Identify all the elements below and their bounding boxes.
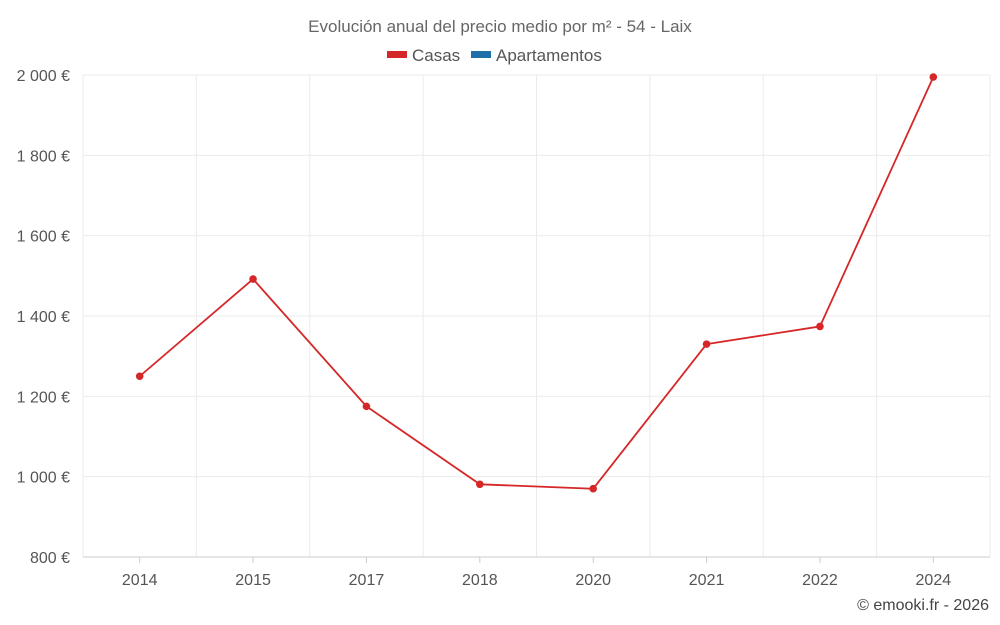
x-axis: 2014 2015 2017 2018 2020 2021 2022 2024 (83, 556, 990, 589)
data-point-2018[interactable] (476, 480, 484, 489)
y-tick-label: 1 800 € (17, 148, 70, 165)
x-tick-label: 2024 (916, 572, 952, 589)
legend-item-casas[interactable]: Casas (387, 46, 460, 65)
credit-text: © emooki.fr - 2026 (857, 597, 989, 614)
x-tick-label: 2018 (462, 572, 498, 589)
data-point-2022[interactable] (816, 322, 824, 331)
legend-label-apartamentos: Apartamentos (496, 46, 602, 65)
legend-item-apartamentos[interactable]: Apartamentos (471, 46, 602, 65)
y-tick-label: 2 000 € (17, 68, 70, 85)
data-point-2024[interactable] (929, 73, 938, 81)
chart-title: Evolución anual del precio medio por m² … (308, 17, 692, 36)
legend-label-casas: Casas (412, 46, 460, 65)
y-tick-label: 1 000 € (17, 470, 70, 487)
gridlines (82, 74, 991, 557)
y-tick-label: 1 400 € (17, 309, 70, 326)
legend-swatch-casas (387, 51, 407, 58)
series-casas (135, 73, 938, 493)
series-line-casas (139, 76, 935, 490)
legend-swatch-apartamentos (471, 51, 491, 58)
x-tick-label: 2014 (122, 572, 158, 589)
data-point-2021[interactable] (702, 340, 711, 348)
legend: Casas Apartamentos (387, 46, 602, 65)
data-point-2014[interactable] (135, 372, 144, 381)
x-tick-label: 2021 (689, 572, 725, 589)
x-tick-label: 2015 (235, 572, 271, 589)
data-point-2017[interactable] (362, 402, 371, 411)
y-axis: 800 € 1 000 € 1 200 € 1 400 € 1 600 € 1 800 €… (17, 68, 70, 567)
x-tick-label: 2020 (575, 572, 611, 589)
x-tick-label: 2017 (349, 572, 385, 589)
data-point-2015[interactable] (249, 275, 257, 283)
y-tick-label: 1 200 € (17, 389, 70, 406)
data-point-2020[interactable] (589, 484, 597, 493)
x-tick-label: 2022 (802, 572, 838, 589)
y-tick-label: 1 600 € (17, 229, 70, 246)
y-tick-label: 800 € (30, 550, 70, 567)
